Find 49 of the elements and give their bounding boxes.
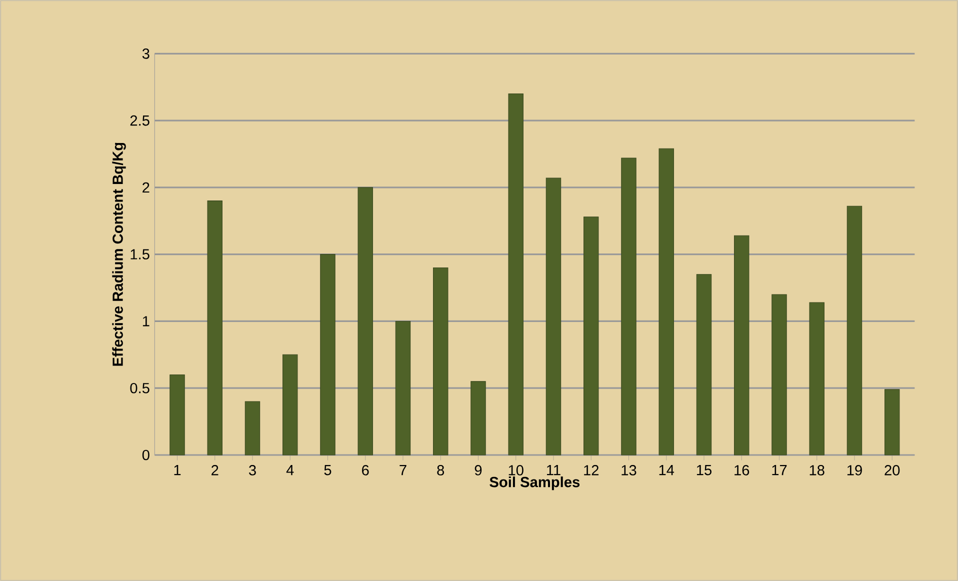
x-tick-label: 1: [174, 465, 181, 476]
bar: [395, 320, 411, 456]
x-tick-label: 4: [286, 465, 294, 476]
x-tick-label: 8: [437, 465, 444, 476]
bar: [244, 401, 260, 456]
bar: [207, 200, 222, 456]
bar: [508, 94, 524, 456]
x-tick-label: 13: [622, 465, 636, 476]
bar: [696, 274, 712, 456]
bar: [358, 187, 373, 456]
x-tick-label: 17: [772, 465, 787, 476]
y-axis-title: Effective Radium Content Bq/Kg: [112, 142, 126, 366]
y-tick-label: 0.5: [130, 382, 150, 394]
x-tick-label: 6: [362, 465, 369, 476]
bar: [809, 302, 824, 456]
x-tick-label: 11: [547, 465, 560, 476]
x-tick-label: 16: [734, 465, 750, 476]
x-tick-label: 20: [884, 465, 900, 476]
y-tick-label: 3: [142, 48, 150, 59]
y-tick-label: 2: [142, 182, 150, 193]
x-tick-label: 19: [847, 465, 862, 476]
x-tick-label: 7: [400, 465, 406, 476]
x-tick-label: 10: [508, 465, 524, 476]
y-tick-label: 2.5: [130, 115, 150, 126]
x-tick-label: 18: [810, 465, 824, 476]
bar: [846, 206, 862, 456]
bar: [772, 294, 787, 456]
bar: [621, 158, 636, 456]
bar: [584, 216, 599, 456]
bar: [320, 254, 336, 456]
bar: [282, 354, 298, 456]
bar: [884, 389, 900, 456]
x-tick-label: 14: [659, 465, 674, 476]
y-tick-label: 0: [142, 450, 150, 460]
x-tick-label: 5: [324, 465, 332, 476]
bar: [658, 148, 674, 456]
x-tick-label: 12: [584, 465, 599, 476]
bar: [170, 374, 185, 456]
y-tick-label: 1: [142, 316, 150, 326]
x-tick-label: 3: [248, 465, 256, 476]
x-tick-label: 2: [212, 465, 218, 476]
x-axis-title: Soil Samples: [490, 476, 580, 490]
bar: [470, 381, 486, 456]
x-tick-label: 15: [696, 465, 712, 476]
bar: [546, 178, 562, 456]
y-tick-label: 1.5: [130, 249, 150, 260]
bar: [433, 267, 448, 456]
bar: [734, 235, 750, 456]
x-tick-label: 9: [474, 465, 482, 476]
